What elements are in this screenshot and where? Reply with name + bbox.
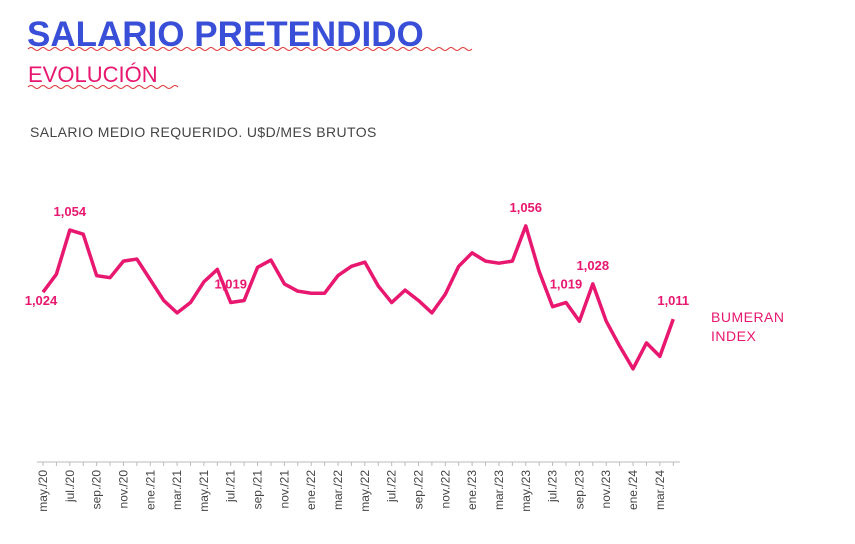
x-tick-label: mar./23: [492, 470, 506, 510]
x-tick-label: ene./21: [143, 470, 157, 510]
x-tick-label: may./22: [358, 470, 372, 512]
x-tick-label: jul./22: [385, 470, 399, 503]
chart-title: SALARIO MEDIO REQUERIDO. U$D/MES BRUTOS: [30, 124, 377, 140]
x-tick-label: mar./22: [331, 470, 345, 510]
line: [41, 224, 675, 371]
x-tick-label: nov./22: [438, 470, 452, 509]
x-tick-label: mar./21: [170, 470, 184, 510]
x-tick-label: sep./23: [572, 470, 586, 510]
x-tick-label: may./21: [197, 470, 211, 512]
page-title: SALARIO PRETENDIDO: [27, 15, 424, 54]
x-tick-label: may./20: [36, 470, 50, 512]
data-label: 1,024: [25, 293, 58, 308]
data-label: 1,056: [509, 200, 542, 215]
page-subtitle: EVOLUCIÓN: [28, 62, 158, 87]
data-label: 1,019: [214, 277, 247, 292]
x-tick-label: sep./21: [251, 470, 265, 510]
x-tick-label: nov./20: [116, 470, 130, 509]
data-label: 1,011: [657, 293, 689, 308]
x-tick-label: jul./21: [224, 470, 238, 503]
x-tick-label: mar./24: [653, 470, 667, 510]
spell-underline: [27, 85, 179, 89]
x-tick-label: ene./24: [626, 470, 640, 510]
data-label: 1,019: [550, 277, 583, 292]
legend-label: BUMERAN INDEX: [711, 309, 785, 344]
data-label: 1,028: [577, 258, 610, 273]
x-tick-label: ene./23: [465, 470, 479, 510]
x-tick-label: nov./21: [277, 470, 291, 509]
x-tick-label: sep./22: [411, 470, 425, 510]
x-tick-label: sep./20: [90, 470, 104, 510]
x-tick-label: jul./20: [63, 470, 77, 503]
x-tick-label: may./23: [519, 470, 533, 512]
x-tick-label: jul./23: [546, 470, 560, 503]
data-label: 1,054: [54, 204, 87, 219]
x-tick-label: ene./22: [304, 470, 318, 510]
spell-underline: [27, 47, 473, 51]
x-tick-label: nov./23: [599, 470, 613, 509]
